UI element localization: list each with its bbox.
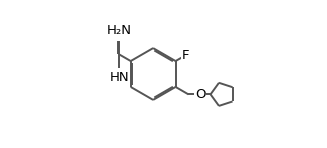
Text: H₂N: H₂N xyxy=(107,24,132,37)
Text: HN: HN xyxy=(109,71,129,84)
Text: F: F xyxy=(182,49,190,62)
Text: O: O xyxy=(195,88,205,101)
